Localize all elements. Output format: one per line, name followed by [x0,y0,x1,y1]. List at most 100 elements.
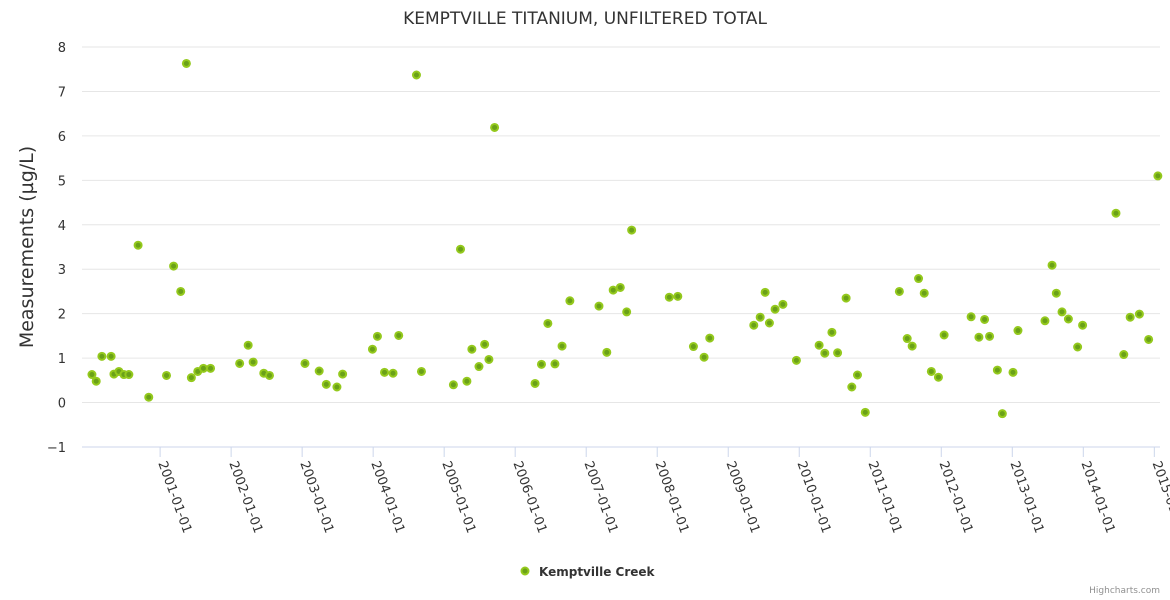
legend-item-kemptville-creek[interactable]: Kemptville Creek [520,565,656,579]
data-point[interactable] [939,330,949,340]
data-point[interactable] [1040,316,1050,326]
data-point[interactable] [615,282,625,292]
data-point[interactable] [372,331,382,341]
data-point[interactable] [1125,312,1135,322]
data-point[interactable] [462,376,472,386]
data-point[interactable] [467,344,477,354]
data-point[interactable] [530,378,540,388]
data-point[interactable] [550,359,560,369]
data-point[interactable] [894,286,904,296]
data-point[interactable] [144,392,154,402]
data-point[interactable] [966,312,976,322]
data-point[interactable] [902,334,912,344]
data-point[interactable] [755,312,765,322]
data-point[interactable] [314,366,324,376]
data-point[interactable] [162,370,172,380]
data-point[interactable] [926,366,936,376]
data-point[interactable] [764,318,774,328]
data-point[interactable] [833,348,843,358]
data-point[interactable] [860,407,870,417]
data-point[interactable] [198,363,208,373]
data-point[interactable] [749,320,759,330]
data-point[interactable] [536,359,546,369]
data-point[interactable] [1119,350,1129,360]
data-point[interactable] [847,382,857,392]
data-point[interactable] [87,370,97,380]
data-point[interactable] [484,354,494,364]
data-point[interactable] [543,318,553,328]
data-point[interactable] [124,370,134,380]
data-point[interactable] [673,291,683,301]
data-point[interactable] [992,365,1002,375]
data-point[interactable] [235,358,245,368]
data-point[interactable] [176,286,186,296]
data-point[interactable] [206,363,216,373]
data-point[interactable] [1013,326,1023,336]
data-point[interactable] [388,368,398,378]
data-point[interactable] [1134,309,1144,319]
data-point[interactable] [933,372,943,382]
data-point[interactable] [1073,342,1083,352]
data-point[interactable] [985,331,995,341]
data-point[interactable] [705,333,715,343]
data-point[interactable] [1144,334,1154,344]
data-point[interactable] [97,351,107,361]
data-point[interactable] [852,370,862,380]
data-point[interactable] [321,379,331,389]
data-point[interactable] [820,348,830,358]
data-point[interactable] [91,376,101,386]
data-point[interactable] [608,285,618,295]
data-point[interactable] [814,340,824,350]
data-point[interactable] [974,332,984,342]
data-point[interactable] [997,409,1007,419]
data-point[interactable] [411,70,421,80]
data-point[interactable] [907,341,917,351]
data-point[interactable] [1078,320,1088,330]
data-point[interactable] [827,327,837,337]
data-point[interactable] [474,362,484,372]
data-point[interactable] [594,301,604,311]
data-point[interactable] [1111,208,1121,218]
data-point[interactable] [980,314,990,324]
data-point[interactable] [841,293,851,303]
data-point[interactable] [248,357,258,367]
data-point[interactable] [338,369,348,379]
data-point[interactable] [490,122,500,132]
data-point[interactable] [1008,367,1018,377]
data-point[interactable] [688,342,698,352]
data-point[interactable] [243,340,253,350]
data-point[interactable] [627,225,637,235]
data-point[interactable] [133,240,143,250]
credits-link[interactable]: Highcharts.com [1089,586,1160,596]
data-point[interactable] [770,304,780,314]
data-point[interactable] [186,373,196,383]
data-point[interactable] [622,307,632,317]
data-point[interactable] [480,339,490,349]
data-point[interactable] [1063,314,1073,324]
data-point[interactable] [602,347,612,357]
data-series-kemptville-creek[interactable] [87,58,1163,419]
data-point[interactable] [367,344,377,354]
data-point[interactable] [1057,307,1067,317]
data-point[interactable] [791,355,801,365]
data-point[interactable] [181,58,191,68]
data-point[interactable] [557,341,567,351]
data-point[interactable] [1047,260,1057,270]
data-point[interactable] [919,288,929,298]
data-point[interactable] [416,366,426,376]
data-point[interactable] [380,367,390,377]
data-point[interactable] [106,351,116,361]
data-point[interactable] [300,358,310,368]
data-point[interactable] [456,244,466,254]
data-point[interactable] [914,274,924,284]
data-point[interactable] [778,299,788,309]
data-point[interactable] [1051,288,1061,298]
data-point[interactable] [264,370,274,380]
data-point[interactable] [448,380,458,390]
data-point[interactable] [699,352,709,362]
data-point[interactable] [760,287,770,297]
data-point[interactable] [394,330,404,340]
data-point[interactable] [1153,171,1163,181]
data-point[interactable] [565,296,575,306]
data-point[interactable] [169,261,179,271]
